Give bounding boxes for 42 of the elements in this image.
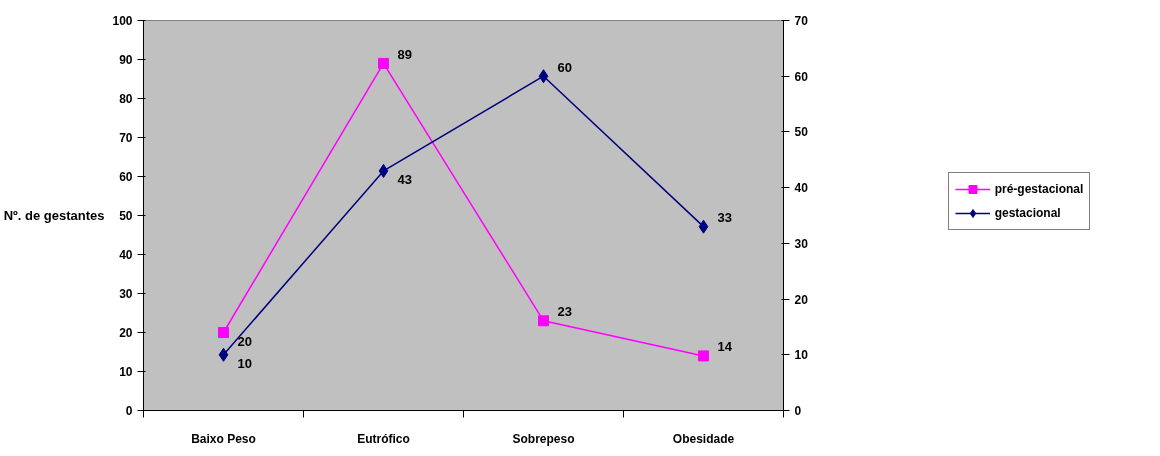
y2-tick-label: 0 xyxy=(794,404,802,418)
x-tick-label: Eutrófico xyxy=(357,431,410,446)
point xyxy=(698,219,709,234)
point xyxy=(378,57,389,69)
y2-tick-label: 20 xyxy=(794,292,809,307)
point xyxy=(218,327,229,338)
y-tick-label: 20 xyxy=(119,326,133,340)
data-label: 33 xyxy=(717,210,732,226)
y-tick-label: 30 xyxy=(119,287,133,301)
y-tick-label: 90 xyxy=(119,53,133,67)
y-tick-label: 50 xyxy=(119,209,133,223)
data-label: 43 xyxy=(397,172,412,188)
x-tick-label: Baixo Peso xyxy=(191,431,256,446)
y2-tick-label: 30 xyxy=(794,236,809,251)
data-label: 89 xyxy=(397,46,412,62)
x-tick-label: Obesidade xyxy=(672,431,735,446)
y-tick-label: 10 xyxy=(119,365,133,379)
point xyxy=(538,315,549,327)
y-tick-label: 40 xyxy=(119,248,133,262)
data-label: 23 xyxy=(557,304,572,320)
y2-tick-label: 50 xyxy=(794,125,809,140)
y2-tick-label: 60 xyxy=(794,69,809,84)
y-tick-label: 80 xyxy=(119,92,133,106)
y-tick-label: 0 xyxy=(125,404,133,418)
data-label: 10 xyxy=(237,356,252,372)
y2-tick-label: 40 xyxy=(794,181,809,196)
y2-tick-label: 70 xyxy=(794,14,809,28)
x-tick-label: Sobrepeso xyxy=(512,431,575,446)
data-label: 14 xyxy=(717,339,733,355)
y-tick-label: 70 xyxy=(119,131,133,145)
y-tick-label: 60 xyxy=(119,170,133,184)
point xyxy=(538,69,549,84)
y-tick-label: 100 xyxy=(112,14,133,28)
point xyxy=(378,163,389,178)
point xyxy=(698,350,709,362)
data-label: 60 xyxy=(557,59,572,75)
legend-label: gestacional xyxy=(994,206,1061,220)
point xyxy=(218,347,229,362)
y2-tick-label: 10 xyxy=(794,348,809,363)
y-axis-title: Nº. de gestantes xyxy=(3,208,105,223)
data-label: 20 xyxy=(237,334,252,349)
legend-label: pré-gestacional xyxy=(994,182,1084,196)
